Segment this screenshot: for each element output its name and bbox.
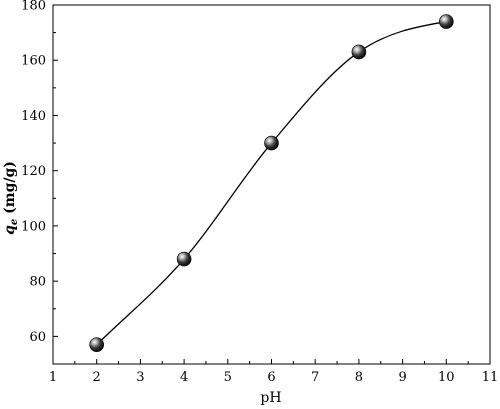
x-axis-ticks: 1 2 3 4 5 6 7 8 9 10 11	[49, 359, 498, 385]
x-tick-label: 3	[136, 370, 144, 385]
x-tick-label: 8	[355, 370, 363, 385]
data-point	[351, 44, 367, 60]
y-tick-label: 180	[21, 0, 46, 14]
y-tick-label: 100	[21, 219, 46, 234]
data-points	[89, 14, 454, 352]
data-point	[438, 14, 454, 29]
x-tick-label: 10	[438, 370, 455, 385]
y-tick-label: 120	[21, 164, 46, 179]
plot-frame	[52, 4, 491, 365]
data-point	[264, 135, 279, 151]
y-tick-label: 60	[29, 330, 46, 345]
y-axis-label: qe (mg/g)	[2, 161, 20, 235]
y-tick-label: 160	[21, 54, 46, 69]
x-tick-label: 6	[267, 370, 275, 385]
x-tick-label: 2	[93, 370, 101, 385]
y-tick-label: 80	[29, 275, 46, 290]
x-tick-label: 5	[224, 370, 232, 385]
x-tick-label: 9	[398, 370, 406, 385]
x-tick-label: 1	[49, 370, 57, 385]
x-tick-label: 11	[482, 370, 499, 385]
y-axis-ticks: 60 80 100 120 140 160 180	[21, 0, 58, 365]
y-tick-label: 140	[21, 109, 46, 124]
fit-curve	[96, 20, 447, 346]
x-tick-label: 4	[180, 370, 188, 385]
data-point	[176, 251, 192, 267]
x-axis-label: pH	[260, 390, 281, 406]
x-tick-label: 7	[311, 370, 319, 385]
data-point	[89, 337, 104, 352]
